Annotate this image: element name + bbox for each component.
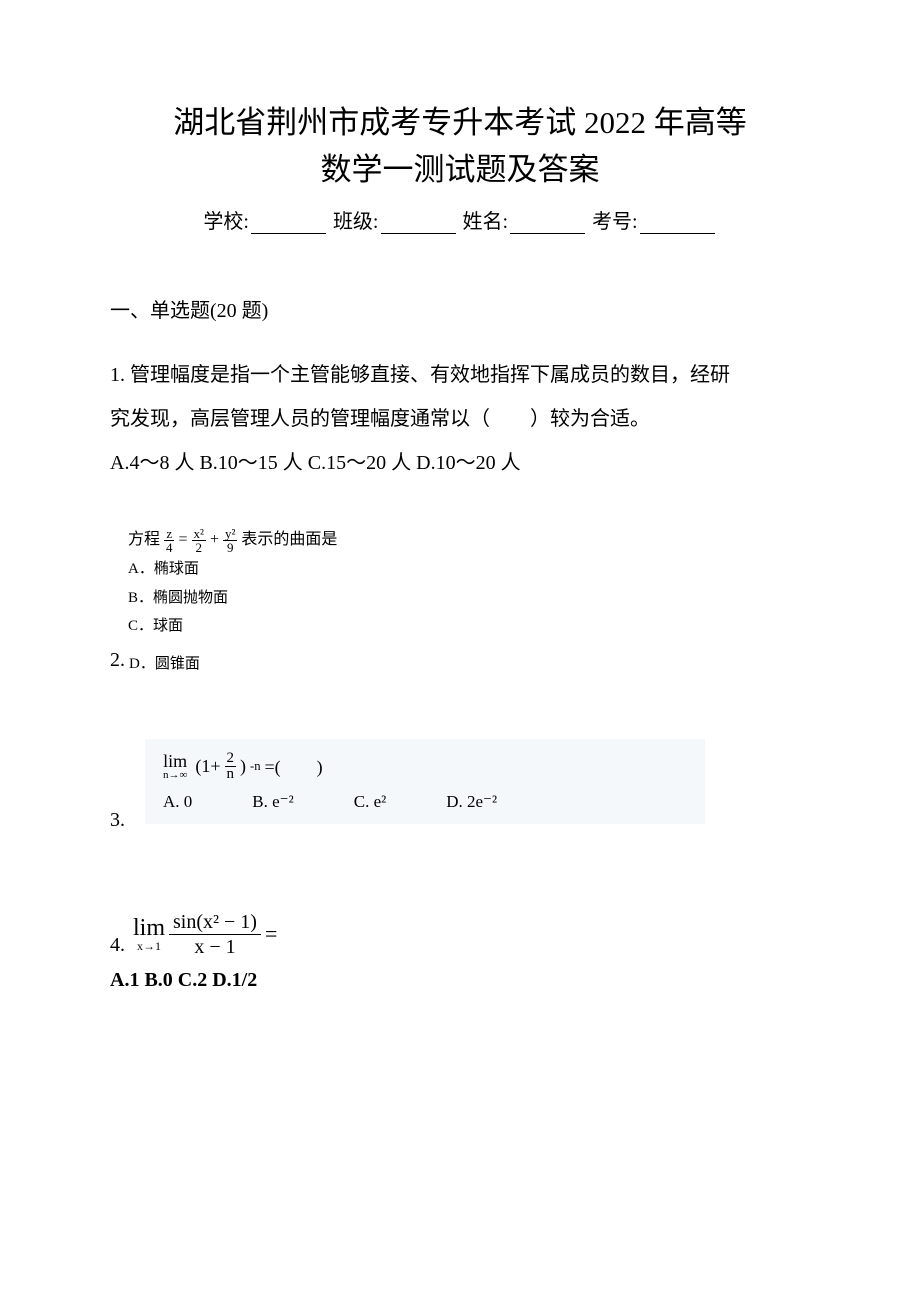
q2-frac2: x² 2: [192, 527, 206, 554]
question-1: 1. 管理幅度是指一个主管能够直接、有效地指挥下属成员的数目，经研 究发现，高层…: [110, 353, 810, 485]
q4-row: 4. lim x→1 sin(x² − 1) x − 1 =: [110, 912, 810, 957]
question-4: 4. lim x→1 sin(x² − 1) x − 1 = A.1 B.0 C…: [110, 912, 810, 992]
q3-row: 3. lim n→∞ (1+ 2 n ) -n =( ) A. 0 B. e⁻² …: [110, 739, 810, 832]
q4-options: A.1 B.0 C.2 D.1/2: [110, 969, 810, 992]
q3-optC: C. e²: [354, 792, 386, 812]
class-blank: [381, 214, 456, 234]
q1-options: A.4～8 人 B.10～15 人 C.15～20 人 D.10～20 人: [110, 441, 810, 485]
q2-stem-suffix: 表示的曲面是: [241, 525, 337, 555]
q2-optC: C．球面: [128, 612, 810, 641]
q3-optD: D. 2e⁻²: [446, 792, 497, 812]
q2-frac1: z 4: [164, 527, 175, 554]
q2-eq: =: [179, 525, 188, 555]
school-label: 学校:: [203, 211, 249, 233]
q1-line1: 1. 管理幅度是指一个主管能够直接、有效地指挥下属成员的数目，经研: [110, 353, 810, 397]
question-3: 3. lim n→∞ (1+ 2 n ) -n =( ) A. 0 B. e⁻² …: [110, 739, 810, 832]
q3-eq: =( ): [265, 753, 323, 779]
q3-frac: 2 n: [225, 751, 237, 782]
q3-lim: lim n→∞: [163, 752, 187, 781]
school-blank: [251, 214, 326, 234]
q3-exp: -n: [250, 759, 261, 774]
q1-line2: 究发现，高层管理人员的管理幅度通常以（ ）较为合适。: [110, 397, 810, 441]
student-info-line: 学校: 班级: 姓名: 考号:: [110, 205, 810, 234]
q3-options: A. 0 B. e⁻² C. e² D. 2e⁻²: [163, 792, 687, 812]
q2-optB: B．椭圆抛物面: [128, 584, 810, 613]
class-label: 班级:: [333, 211, 379, 233]
q2-stem-prefix: 方程: [128, 525, 160, 555]
q2-last-row: 2. D．圆锥面: [110, 641, 810, 679]
document-title: 湖北省荆州市成考专升本考试 2022 年高等 数学一测试题及答案: [110, 100, 810, 193]
q4-lim: lim x→1: [133, 916, 165, 952]
name-label: 姓名:: [463, 211, 509, 233]
title-line1: 湖北省荆州市成考专升本考试 2022 年高等: [173, 105, 747, 140]
q2-stem: 方程 z 4 = x² 2 + y² 9 表示的曲面是: [128, 525, 810, 555]
q2-frac3: y² 9: [223, 527, 237, 554]
title-line2: 数学一测试题及答案: [321, 152, 600, 187]
q3-open: (1+: [195, 756, 220, 777]
q3-math-box: lim n→∞ (1+ 2 n ) -n =( ) A. 0 B. e⁻² C. …: [145, 739, 705, 824]
q3-expression: lim n→∞ (1+ 2 n ) -n =( ): [163, 751, 687, 782]
examno-blank: [640, 214, 715, 234]
q2-optA: A．椭球面: [128, 555, 810, 584]
q3-close: ): [240, 756, 246, 777]
q3-number: 3.: [110, 809, 125, 832]
q4-frac: sin(x² − 1) x − 1: [169, 912, 261, 957]
section-heading: 一、单选题(20 题): [110, 294, 810, 323]
q3-optB: B. e⁻²: [252, 792, 293, 812]
q3-optA: A. 0: [163, 792, 192, 812]
q2-optD: D．圆锥面: [129, 650, 200, 679]
q4-eq: =: [265, 921, 277, 947]
q4-number: 4.: [110, 934, 125, 957]
q2-plus: +: [210, 525, 219, 555]
question-2: 方程 z 4 = x² 2 + y² 9 表示的曲面是 A．椭球面 B．椭圆抛物…: [110, 525, 810, 679]
q2-number: 2.: [110, 641, 125, 679]
name-blank: [510, 214, 585, 234]
examno-label: 考号:: [592, 211, 638, 233]
q4-math: lim x→1 sin(x² − 1) x − 1 =: [133, 912, 277, 957]
